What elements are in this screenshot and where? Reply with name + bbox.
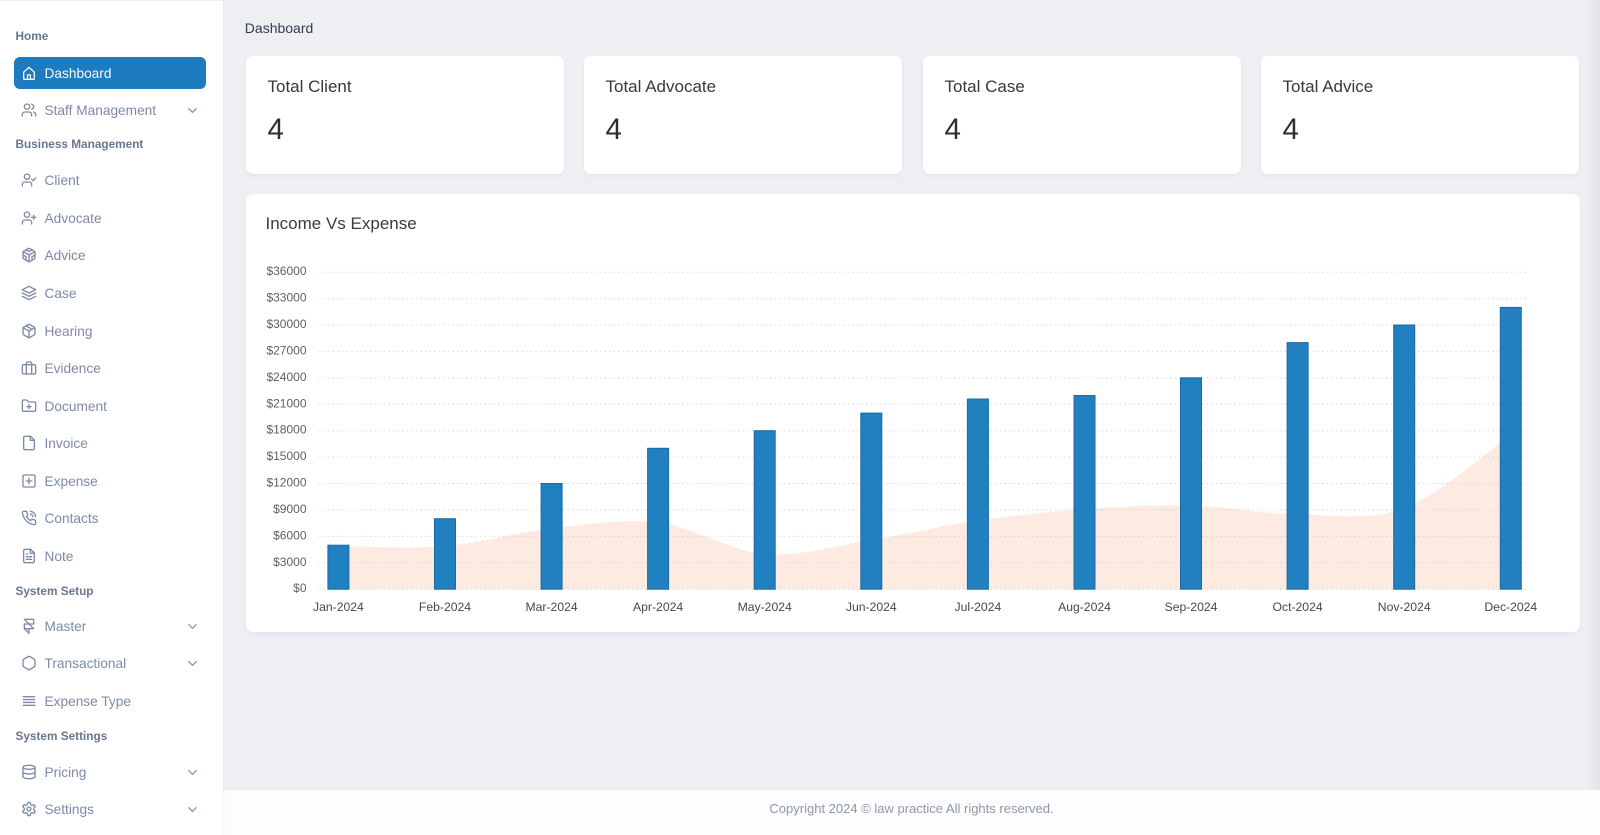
svg-text:Dec-2024: Dec-2024 <box>1484 600 1537 614</box>
svg-text:Oct-2024: Oct-2024 <box>1273 600 1323 614</box>
svg-text:$0: $0 <box>293 581 307 595</box>
svg-text:$15000: $15000 <box>266 449 306 463</box>
svg-text:$24000: $24000 <box>266 370 306 384</box>
svg-text:Apr-2024: Apr-2024 <box>633 600 683 614</box>
svg-text:$27000: $27000 <box>266 343 306 357</box>
svg-text:Sep-2024: Sep-2024 <box>1165 600 1218 614</box>
svg-text:$18000: $18000 <box>266 423 306 437</box>
svg-text:$9000: $9000 <box>273 502 307 516</box>
svg-text:$33000: $33000 <box>266 291 306 305</box>
svg-text:$36000: $36000 <box>266 264 306 278</box>
svg-text:Mar-2024: Mar-2024 <box>526 600 578 614</box>
svg-text:$6000: $6000 <box>273 528 307 542</box>
svg-text:$30000: $30000 <box>266 317 306 331</box>
svg-text:Jul-2024: Jul-2024 <box>955 600 1002 614</box>
svg-text:$21000: $21000 <box>266 396 306 410</box>
svg-text:Jun-2024: Jun-2024 <box>846 600 897 614</box>
svg-text:$12000: $12000 <box>266 476 306 490</box>
svg-text:Aug-2024: Aug-2024 <box>1058 600 1111 614</box>
svg-text:May-2024: May-2024 <box>738 600 792 614</box>
svg-text:Jan-2024: Jan-2024 <box>313 600 364 614</box>
svg-text:$3000: $3000 <box>273 555 307 569</box>
svg-text:Feb-2024: Feb-2024 <box>419 600 471 614</box>
svg-text:Nov-2024: Nov-2024 <box>1378 600 1431 614</box>
